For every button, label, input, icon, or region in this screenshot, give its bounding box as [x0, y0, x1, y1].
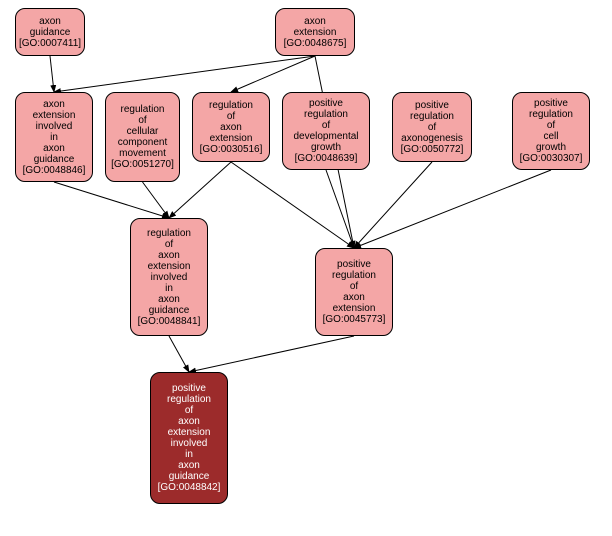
node-label-line: of: [322, 120, 330, 131]
node-label-line: axon: [158, 294, 180, 305]
edges-layer: [0, 0, 612, 536]
node-label-line: extension: [333, 303, 376, 314]
node-label-line: cellular: [127, 126, 159, 137]
graph-edge: [189, 336, 354, 372]
node-label-line: involved: [36, 121, 73, 132]
node-label-line: positive: [534, 98, 568, 109]
graph-edge: [169, 336, 189, 372]
node-label-line: in: [50, 132, 58, 143]
graph-node: regulationofaxonextension[GO:0030516]: [192, 92, 270, 162]
node-label-line: regulation: [167, 394, 211, 405]
node-label-line: regulation: [529, 109, 573, 120]
graph-edge: [54, 56, 315, 92]
node-label-line: extension: [33, 110, 76, 121]
node-label-line: [GO:0007411]: [19, 38, 81, 49]
graph-node: positiveregulationofdevelopmentalgrowth[…: [282, 92, 370, 170]
graph-node: positiveregulationofaxonextensioninvolve…: [150, 372, 228, 504]
graph-node: axonextensioninvolvedinaxonguidance[GO:0…: [15, 92, 93, 182]
graph-edge: [50, 56, 54, 92]
node-label-line: [GO:0030307]: [520, 153, 583, 164]
node-label-line: axon: [158, 250, 180, 261]
node-label-line: guidance: [169, 471, 210, 482]
node-label-line: regulation: [147, 228, 191, 239]
node-label-line: axon: [43, 99, 65, 110]
graph-node: positiveregulationofaxonogenesis[GO:0050…: [392, 92, 472, 162]
graph-edge: [231, 162, 354, 248]
node-label-line: guidance: [34, 154, 75, 165]
node-label-line: axon: [178, 416, 200, 427]
node-label-line: of: [547, 120, 555, 131]
graph-edge: [54, 182, 169, 218]
node-label-line: growth: [536, 142, 566, 153]
graph-edge: [326, 170, 354, 248]
node-label-line: positive: [415, 100, 449, 111]
node-label-line: in: [185, 449, 193, 460]
node-label-line: in: [165, 283, 173, 294]
node-label-line: regulation: [121, 104, 165, 115]
node-label-line: regulation: [209, 100, 253, 111]
node-label-line: extension: [294, 27, 337, 38]
node-label-line: [GO:0045773]: [323, 314, 386, 325]
graph-node: regulationofaxonextensioninvolvedinaxong…: [130, 218, 208, 336]
node-label-line: of: [165, 239, 173, 250]
node-label-line: of: [185, 405, 193, 416]
node-label-line: axon: [178, 460, 200, 471]
node-label-line: axon: [343, 292, 365, 303]
graph-edge: [143, 182, 170, 218]
node-label-line: axon: [304, 16, 326, 27]
node-label-line: guidance: [30, 27, 71, 38]
diagram-canvas: axonguidance[GO:0007411]axonextension[GO…: [0, 0, 612, 536]
node-label-line: [GO:0051270]: [111, 159, 174, 170]
graph-node: axonguidance[GO:0007411]: [15, 8, 85, 56]
node-label-line: regulation: [410, 111, 454, 122]
node-label-line: positive: [172, 383, 206, 394]
node-label-line: growth: [311, 142, 341, 153]
graph-node: regulationofcellularcomponentmovement[GO…: [105, 92, 180, 182]
node-label-line: extension: [210, 133, 253, 144]
node-label-line: cell: [543, 131, 558, 142]
node-label-line: [GO:0050772]: [401, 144, 464, 155]
graph-node: axonextension[GO:0048675]: [275, 8, 355, 56]
node-label-line: [GO:0048841]: [138, 316, 201, 327]
node-label-line: [GO:0048846]: [23, 165, 86, 176]
node-label-line: involved: [171, 438, 208, 449]
node-label-line: [GO:0048675]: [284, 38, 347, 49]
graph-edge: [354, 170, 551, 248]
graph-edge: [231, 56, 315, 92]
node-label-line: axon: [220, 122, 242, 133]
node-label-line: movement: [119, 148, 166, 159]
node-label-line: guidance: [149, 305, 190, 316]
node-label-line: axon: [39, 16, 61, 27]
node-label-line: component: [118, 137, 167, 148]
node-label-line: axonogenesis: [401, 133, 463, 144]
graph-node: positiveregulationofcellgrowth[GO:003030…: [512, 92, 590, 170]
graph-node: positiveregulationofaxonextension[GO:004…: [315, 248, 393, 336]
node-label-line: positive: [309, 98, 343, 109]
node-label-line: regulation: [332, 270, 376, 281]
node-label-line: [GO:0048639]: [295, 153, 358, 164]
graph-edge: [354, 162, 432, 248]
node-label-line: [GO:0030516]: [200, 144, 263, 155]
node-label-line: of: [227, 111, 235, 122]
node-label-line: of: [350, 281, 358, 292]
node-label-line: extension: [148, 261, 191, 272]
node-label-line: axon: [43, 143, 65, 154]
node-label-line: of: [428, 122, 436, 133]
node-label-line: [GO:0048842]: [158, 482, 221, 493]
node-label-line: positive: [337, 259, 371, 270]
node-label-line: of: [138, 115, 146, 126]
node-label-line: regulation: [304, 109, 348, 120]
node-label-line: involved: [151, 272, 188, 283]
node-label-line: developmental: [293, 131, 358, 142]
node-label-line: extension: [168, 427, 211, 438]
